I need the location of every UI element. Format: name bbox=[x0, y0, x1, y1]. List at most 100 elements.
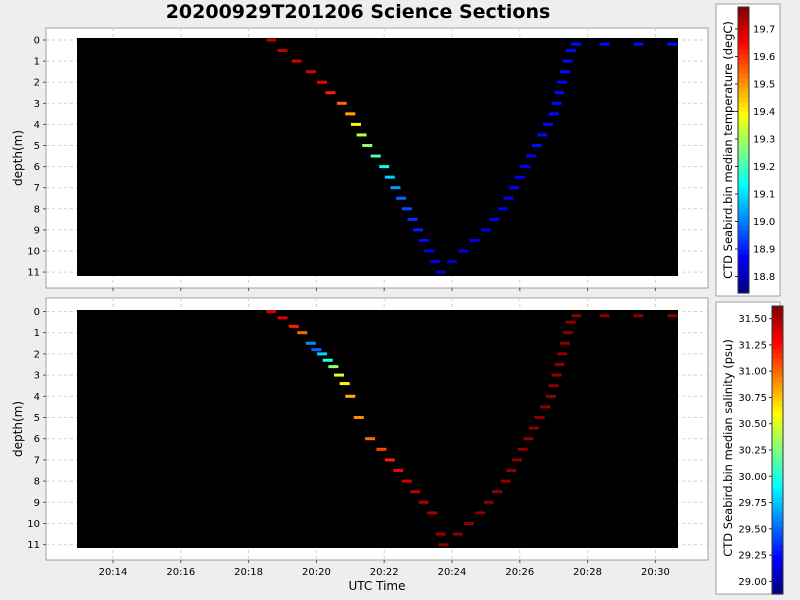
colorbar-swatch bbox=[738, 259, 749, 265]
colorbar-swatch bbox=[738, 73, 749, 80]
y-tick-label: 5 bbox=[34, 141, 40, 152]
colorbar-swatch bbox=[738, 250, 749, 256]
colorbar-swatch bbox=[738, 188, 749, 194]
colorbar-swatch bbox=[772, 507, 783, 513]
colorbar-swatch bbox=[738, 288, 749, 294]
colorbar-swatch bbox=[772, 373, 783, 379]
y-tick-label: 10 bbox=[27, 247, 40, 258]
data-point bbox=[526, 154, 537, 158]
colorbar-swatch bbox=[772, 531, 783, 537]
colorbar-swatch bbox=[772, 469, 783, 475]
colorbar-swatch bbox=[772, 320, 783, 326]
colorbar-swatch bbox=[772, 488, 783, 494]
y-tick-label: 6 bbox=[34, 434, 40, 445]
colorbar-swatch bbox=[772, 334, 783, 341]
colorbar-swatch bbox=[738, 169, 749, 175]
x-tick-label: 20:26 bbox=[505, 567, 534, 578]
data-point bbox=[384, 175, 395, 179]
colorbar-swatch bbox=[738, 192, 749, 199]
data-point bbox=[350, 122, 361, 126]
colorbar-swatch bbox=[772, 526, 783, 533]
colorbar-swatch bbox=[772, 445, 783, 451]
colorbar-tick-label: 29.75 bbox=[738, 498, 767, 509]
colorbar-swatch bbox=[738, 116, 749, 122]
data-point bbox=[599, 42, 610, 46]
colorbar-swatch bbox=[738, 207, 749, 213]
data-point bbox=[497, 207, 508, 211]
colorbar-swatch bbox=[738, 264, 749, 270]
colorbar-swatch bbox=[738, 83, 749, 89]
y-tick-label: 1 bbox=[34, 57, 40, 68]
colorbar-swatch bbox=[772, 358, 783, 365]
colorbar-frame bbox=[715, 301, 781, 595]
colorbar-swatch bbox=[738, 16, 749, 22]
y-tick-label: 10 bbox=[27, 519, 40, 530]
colorbar-swatch bbox=[738, 178, 749, 184]
y-tick-label: 4 bbox=[34, 120, 40, 131]
data-point bbox=[667, 314, 678, 318]
data-point bbox=[393, 469, 404, 472]
data-point bbox=[277, 49, 288, 53]
data-point bbox=[435, 270, 446, 274]
data-point bbox=[311, 348, 322, 352]
data-point bbox=[599, 314, 610, 318]
colorbar-swatch bbox=[772, 550, 783, 557]
data-point bbox=[480, 228, 491, 232]
colorbar-swatch bbox=[738, 26, 749, 32]
colorbar-swatch bbox=[772, 459, 783, 465]
colorbar-swatch bbox=[772, 464, 783, 470]
data-point bbox=[667, 42, 678, 46]
colorbar-swatch bbox=[772, 430, 783, 437]
colorbar-swatch bbox=[772, 440, 783, 446]
data-point bbox=[543, 122, 554, 126]
data-point bbox=[305, 341, 316, 345]
colorbar-swatch bbox=[738, 231, 749, 237]
colorbar-swatch bbox=[772, 522, 783, 528]
colorbar-swatch bbox=[772, 450, 783, 456]
colorbar-swatch bbox=[738, 7, 749, 13]
y-tick-label: 6 bbox=[34, 162, 40, 173]
colorbar-swatch bbox=[772, 382, 783, 389]
colorbar-swatch bbox=[772, 426, 783, 432]
colorbar-swatch bbox=[738, 173, 749, 180]
data-point bbox=[548, 112, 559, 116]
colorbar-swatch bbox=[738, 164, 749, 170]
colorbar-swatch bbox=[772, 474, 783, 480]
colorbar-tick-label: 19.6 bbox=[753, 52, 775, 63]
data-point bbox=[410, 490, 421, 494]
data-point bbox=[514, 175, 525, 179]
x-tick-label: 20:18 bbox=[234, 567, 263, 578]
data-point bbox=[537, 133, 548, 137]
data-point bbox=[565, 49, 576, 53]
colorbar-tick-label: 31.00 bbox=[738, 367, 767, 378]
data-point bbox=[475, 511, 486, 515]
colorbar-tick-label: 31.25 bbox=[738, 340, 767, 351]
colorbar-swatch bbox=[772, 584, 783, 590]
data-point bbox=[500, 479, 511, 483]
colorbar-swatch bbox=[772, 354, 783, 360]
data-point bbox=[418, 238, 429, 242]
colorbar-tick-label: 19.4 bbox=[753, 107, 775, 118]
colorbar-swatch bbox=[738, 154, 749, 161]
data-point bbox=[551, 373, 562, 377]
data-point bbox=[517, 447, 528, 451]
colorbar-swatch bbox=[772, 517, 783, 523]
x-tick-label: 20:14 bbox=[99, 567, 128, 578]
colorbar-tick-label: 19.7 bbox=[753, 25, 775, 36]
colorbar-swatch bbox=[772, 349, 783, 355]
data-point bbox=[334, 373, 344, 377]
data-point bbox=[560, 341, 570, 345]
data-point bbox=[266, 310, 277, 313]
colorbar-swatch bbox=[738, 92, 749, 99]
colorbar-swatch bbox=[772, 536, 783, 542]
data-point bbox=[317, 80, 328, 84]
colorbar-tick-label: 30.50 bbox=[738, 419, 767, 430]
data-point bbox=[390, 186, 401, 190]
colorbar-swatch bbox=[738, 40, 749, 46]
colorbar-tick-label: 18.8 bbox=[753, 272, 775, 283]
colorbar-swatch bbox=[738, 49, 749, 56]
x-tick-label: 20:24 bbox=[438, 567, 467, 578]
y-tick-label: 9 bbox=[34, 225, 40, 236]
data-point bbox=[633, 314, 644, 318]
data-point bbox=[540, 405, 551, 409]
